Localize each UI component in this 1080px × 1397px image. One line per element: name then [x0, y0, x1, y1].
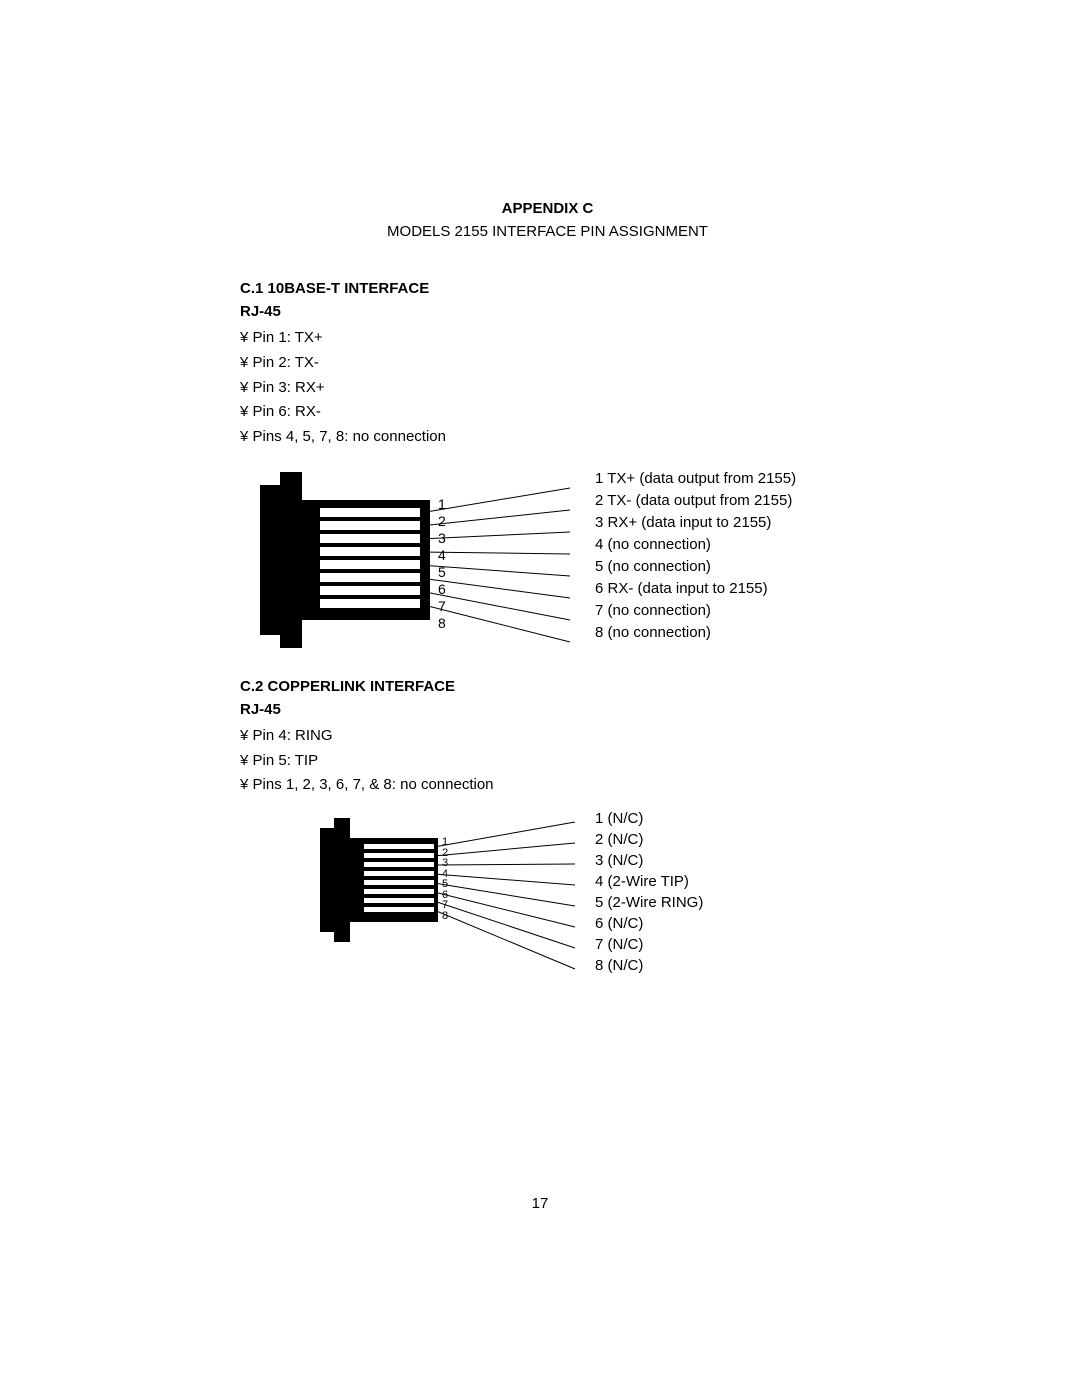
section-c1-pin-list: Pin 1: TX+ Pin 2: TX- Pin 3: RX+ Pin 6: …: [240, 326, 855, 450]
rj45-diagram-10baset: 1 2 3 4 5 6 7 8 1 TX+ (data output from …: [260, 460, 855, 660]
list-item: Pin 1: TX+: [240, 326, 855, 351]
rj45-diagram-copperlink: 1 2 3 4 5 6 7 8 1 (N/C) 2 (N/C) 3 (N/C) …: [320, 808, 855, 988]
section-c2-connector: RJ-45: [240, 701, 855, 718]
list-item: Pin 3: RX+: [240, 376, 855, 401]
section-c1-connector: RJ-45: [240, 303, 855, 320]
pin-number: 6: [438, 581, 446, 598]
page: APPENDIX C MODELS 2155 INTERFACE PIN ASS…: [0, 0, 1080, 1397]
pin-label: 4 (2-Wire TIP): [595, 871, 703, 892]
pin-label: 4 (no connection): [595, 534, 796, 556]
pin-label: 7 (no connection): [595, 600, 796, 622]
pin-number: 1: [442, 837, 448, 848]
pin-label: 6 (N/C): [595, 913, 703, 934]
pin-number: 8: [438, 615, 446, 632]
pin-number-col: 1 2 3 4 5 6 7 8: [442, 837, 448, 921]
pin-number: 1: [438, 496, 446, 513]
page-number: 17: [0, 1195, 1080, 1212]
section-c1-heading: C.1 10BASE-T INTERFACE: [240, 280, 855, 297]
pin-label: 1 (N/C): [595, 808, 703, 829]
pin-label-col: 1 TX+ (data output from 2155) 2 TX- (dat…: [595, 468, 796, 644]
pin-label: 2 (N/C): [595, 829, 703, 850]
pin-number: 3: [442, 858, 448, 869]
pin-number-col: 1 2 3 4 5 6 7 8: [438, 496, 446, 632]
pin-label-col: 1 (N/C) 2 (N/C) 3 (N/C) 4 (2-Wire TIP) 5…: [595, 808, 703, 976]
pin-number: 5: [442, 879, 448, 890]
pin-number: 4: [438, 547, 446, 564]
pin-label: 3 (N/C): [595, 850, 703, 871]
pin-number: 7: [442, 900, 448, 911]
list-item: Pin 6: RX-: [240, 400, 855, 425]
pin-label: 8 (N/C): [595, 955, 703, 976]
pin-number: 8: [442, 911, 448, 922]
appendix-title: APPENDIX C: [240, 200, 855, 217]
appendix-subtitle: MODELS 2155 INTERFACE PIN ASSIGNMENT: [240, 223, 855, 240]
pin-label: 8 (no connection): [595, 622, 796, 644]
section-c2-heading: C.2 COPPERLINK INTERFACE: [240, 678, 855, 695]
list-item: Pin 5: TIP: [240, 749, 855, 774]
pin-label: 2 TX- (data output from 2155): [595, 490, 796, 512]
rj45-icon: [320, 808, 840, 988]
list-item: Pin 4: RING: [240, 724, 855, 749]
pin-label: 7 (N/C): [595, 934, 703, 955]
pin-number: 3: [438, 530, 446, 547]
pin-label: 5 (no connection): [595, 556, 796, 578]
pin-label: 5 (2-Wire RING): [595, 892, 703, 913]
pin-label: 1 TX+ (data output from 2155): [595, 468, 796, 490]
pin-number: 2: [438, 513, 446, 530]
section-c2-pin-list: Pin 4: RING Pin 5: TIP Pins 1, 2, 3, 6, …: [240, 724, 855, 798]
list-item: Pins 1, 2, 3, 6, 7, & 8: no connection: [240, 773, 855, 798]
list-item: Pins 4, 5, 7, 8: no connection: [240, 425, 855, 450]
pin-number: 7: [438, 598, 446, 615]
list-item: Pin 2: TX-: [240, 351, 855, 376]
pin-label: 6 RX- (data input to 2155): [595, 578, 796, 600]
pin-label: 3 RX+ (data input to 2155): [595, 512, 796, 534]
pin-number: 5: [438, 564, 446, 581]
